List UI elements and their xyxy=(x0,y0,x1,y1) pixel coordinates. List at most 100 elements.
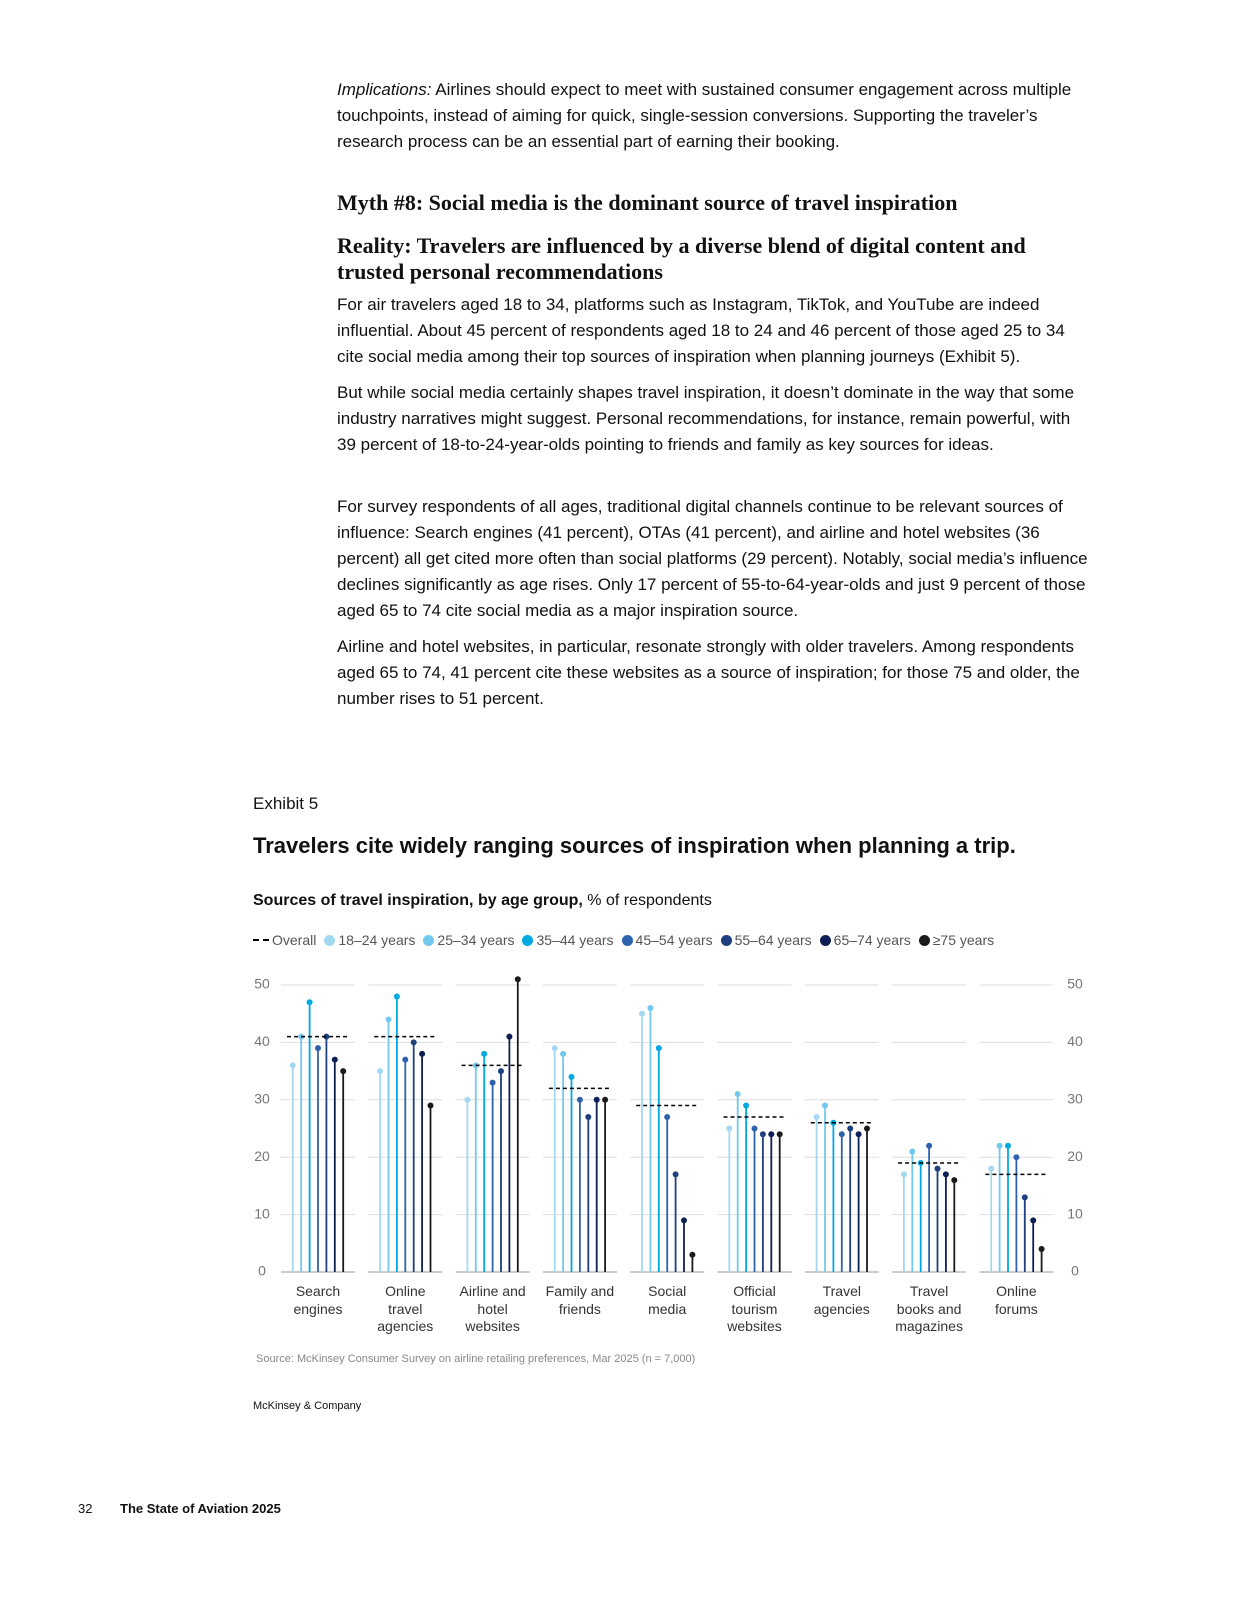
legend-label: 45–54 years xyxy=(635,932,713,948)
y-tick-label: 30 xyxy=(254,1091,270,1107)
y-tick-label: 20 xyxy=(254,1148,270,1164)
x-tick-label: Travel agencies xyxy=(813,1283,870,1317)
dot xyxy=(822,1102,828,1109)
dot xyxy=(996,1142,1003,1149)
legend-label: 55–64 years xyxy=(734,932,812,948)
legend-item: 35–44 years xyxy=(522,932,614,948)
dot xyxy=(419,1050,426,1057)
dot xyxy=(751,1125,758,1132)
dot xyxy=(689,1251,696,1258)
legend-label: 65–74 years xyxy=(833,932,911,948)
dot xyxy=(602,1096,609,1103)
dot xyxy=(647,1004,654,1011)
dot xyxy=(743,1102,750,1109)
brand: McKinsey & Company xyxy=(253,1400,362,1412)
dot xyxy=(464,1096,471,1103)
legend-label: 18–24 years xyxy=(338,932,416,948)
x-tick-label: Online travel agencies xyxy=(377,1283,434,1334)
dot xyxy=(655,1045,662,1052)
paragraph: Airline and hotel websites, in particula… xyxy=(337,637,1080,708)
dot xyxy=(306,999,313,1006)
legend-dot xyxy=(918,934,930,946)
legend-item: 65–74 years xyxy=(819,932,911,948)
dot xyxy=(323,1033,330,1040)
legend-label: Overall xyxy=(272,932,317,948)
y-tick-label-right: 0 xyxy=(1071,1263,1079,1279)
dot xyxy=(734,1091,741,1098)
legend-dot xyxy=(720,934,732,946)
y-tick-label: 50 xyxy=(254,976,270,992)
dot xyxy=(498,1068,504,1075)
implications-text: Airlines should expect to meet with sust… xyxy=(337,80,1072,151)
subtitle-unit: % of respondents xyxy=(587,892,712,909)
page-number: 32 xyxy=(78,1501,93,1516)
dot xyxy=(1021,1194,1028,1201)
y-tick-label-right: 50 xyxy=(1067,976,1083,992)
y-tick-label: 40 xyxy=(254,1033,270,1049)
dot xyxy=(776,1131,783,1138)
dot xyxy=(506,1033,513,1040)
legend-item: Overall xyxy=(253,932,316,948)
y-tick-label-right: 30 xyxy=(1067,1091,1083,1107)
dot xyxy=(934,1165,941,1172)
publication: The State of Aviation 2025 xyxy=(120,1501,281,1516)
dot xyxy=(315,1045,321,1052)
dot xyxy=(864,1125,870,1132)
dot xyxy=(377,1068,384,1075)
dot xyxy=(855,1131,862,1138)
dot xyxy=(1030,1217,1037,1224)
legend-dot xyxy=(621,934,633,946)
source: Source: McKinsey Consumer Survey on airl… xyxy=(256,1353,696,1365)
legend-dash xyxy=(253,939,269,941)
dot xyxy=(289,1062,296,1069)
x-tick-label: Social media xyxy=(648,1283,687,1317)
x-tick-label: Official tourism websites xyxy=(727,1283,782,1334)
dot xyxy=(909,1148,916,1155)
dot xyxy=(340,1068,347,1075)
legend-dot xyxy=(324,934,336,946)
subtitle: Sources of travel inspiration, by age gr… xyxy=(253,892,583,909)
exhibit-label: Exhibit 5 xyxy=(253,794,319,813)
dot xyxy=(664,1114,671,1121)
legend: Overall 18–24 years 25–34 years 35–44 years… xyxy=(253,932,994,948)
legend-label: 35–44 years xyxy=(536,932,614,948)
dot xyxy=(813,1114,820,1121)
x-tick-label: Travel books and magazines xyxy=(895,1283,963,1334)
chart-subtitle: Sources of travel inspiration, by age gr… xyxy=(253,892,712,910)
reality-heading: Reality: Travelers are influenced by a d… xyxy=(337,233,1026,284)
paragraph: For survey respondents of all ages, trad… xyxy=(337,497,1088,620)
dot xyxy=(942,1171,949,1178)
legend-dot xyxy=(522,934,534,946)
dot xyxy=(410,1039,417,1046)
dot xyxy=(951,1177,958,1184)
dot xyxy=(593,1096,600,1103)
dot xyxy=(768,1131,775,1138)
dot xyxy=(900,1171,907,1178)
dot xyxy=(393,993,400,1000)
dot xyxy=(681,1217,687,1224)
dot xyxy=(427,1102,434,1109)
dot xyxy=(1005,1142,1011,1149)
dot xyxy=(551,1045,558,1052)
y-tick-label: 0 xyxy=(258,1263,266,1279)
dot xyxy=(1038,1246,1045,1253)
y-tick-label-right: 10 xyxy=(1067,1205,1083,1221)
legend-dot xyxy=(819,934,831,946)
dot xyxy=(672,1171,679,1178)
legend-item: 18–24 years xyxy=(324,932,415,948)
dot xyxy=(385,1016,392,1023)
dot xyxy=(847,1125,854,1132)
legend-item: 55–64 years xyxy=(720,932,812,948)
y-tick-label-right: 40 xyxy=(1067,1033,1083,1049)
dot xyxy=(838,1131,845,1138)
dot xyxy=(514,976,521,983)
legend-item: ≥75 years xyxy=(918,932,994,948)
x-tick-label: Family and friends xyxy=(545,1283,615,1317)
dot xyxy=(402,1056,409,1063)
dot xyxy=(489,1079,496,1086)
myth-heading: Myth #8: Social media is the dominant so… xyxy=(337,190,958,215)
legend-dot xyxy=(423,934,435,946)
dot xyxy=(639,1010,645,1017)
